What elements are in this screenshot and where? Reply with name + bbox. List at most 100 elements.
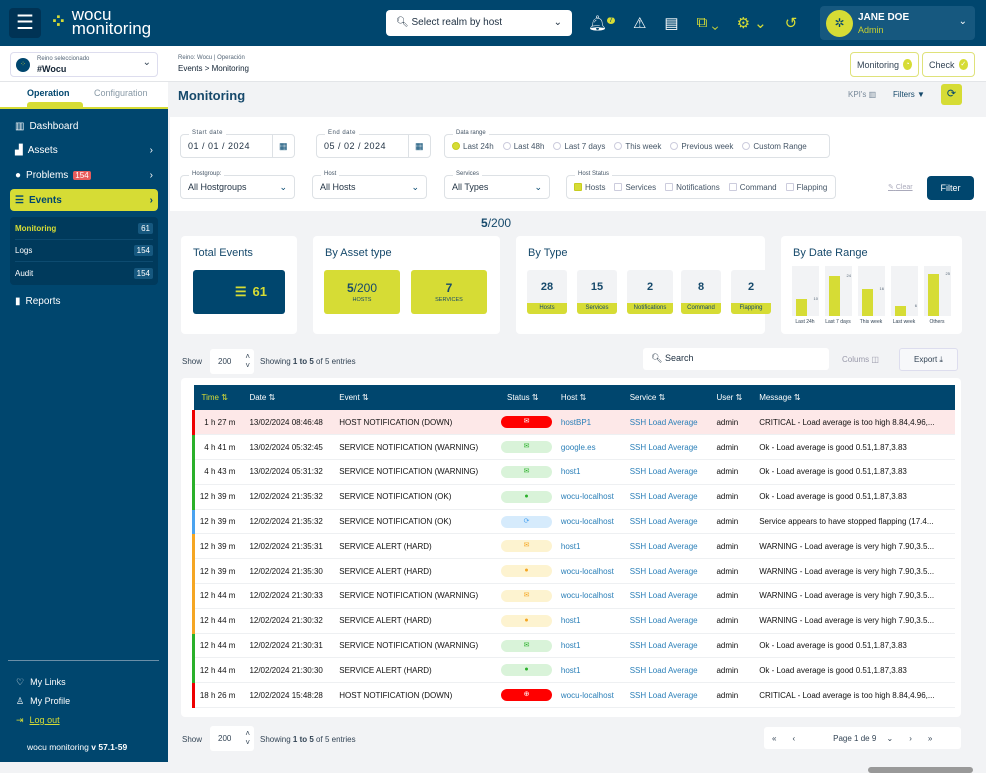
checkbox[interactable]: [574, 183, 582, 191]
column-header-event[interactable]: Event ⇅: [339, 385, 497, 410]
page-size-stepper-bottom[interactable]: 200 ˄ ˅: [210, 726, 254, 751]
cell-service-link[interactable]: SSH Load Average: [629, 410, 717, 436]
realm-search-select[interactable]: 🔍︎ Select realm by host ⌄: [386, 10, 572, 36]
cell-host-link[interactable]: host1: [560, 633, 630, 659]
search-input[interactable]: 🔍︎ Search: [643, 348, 829, 370]
cell-service-link[interactable]: SSH Load Average: [629, 484, 717, 510]
calendar-icon[interactable]: ▦: [272, 135, 294, 157]
filters-toggle[interactable]: Filters ▼: [893, 90, 925, 99]
cell-host-link[interactable]: google.es: [560, 434, 630, 461]
submenu-audit[interactable]: Audit 154: [15, 262, 153, 284]
total-events-value-box[interactable]: ☰ 61: [193, 270, 285, 314]
hosts-box[interactable]: 5/200 HOSTS: [324, 270, 400, 314]
status-option[interactable]: Services: [614, 183, 656, 192]
warning-icon[interactable]: ⚠: [632, 15, 647, 32]
cell-host-link[interactable]: wocu-localhost: [560, 558, 630, 585]
hostgroup-select[interactable]: Hostgroup: All Hostgroups ⌄: [180, 171, 295, 199]
table-row[interactable]: 12 h 44 m 12/02/2024 21:30:33 SERVICE NO…: [192, 583, 955, 609]
range-option[interactable]: Custom Range: [742, 142, 807, 151]
date-range-bar[interactable]: [829, 276, 840, 316]
bell-icon[interactable]: 🔔︎ 7: [588, 15, 615, 32]
export-button[interactable]: Export ⤓: [899, 348, 958, 371]
status-option[interactable]: Flapping: [785, 183, 827, 192]
sidebar-item-dashboard[interactable]: ▥ Dashboard: [10, 115, 158, 137]
column-header-message[interactable]: Message ⇅: [759, 385, 955, 410]
range-option[interactable]: Last 7 days: [553, 142, 605, 151]
cell-service-link[interactable]: SSH Load Average: [629, 533, 717, 560]
gears-icon[interactable]: ⚙ ⌄: [736, 15, 767, 32]
cell-service-link[interactable]: SSH Load Average: [629, 509, 717, 535]
cell-host-link[interactable]: wocu-localhost: [560, 583, 630, 609]
radio-button[interactable]: [670, 142, 679, 150]
checkbox[interactable]: [665, 183, 674, 191]
prev-page-button[interactable]: ‹: [792, 733, 796, 743]
status-option[interactable]: Notifications: [665, 183, 720, 192]
realm-selector[interactable]: ⁘ Reino seleccionado #Wocu ⌄: [10, 52, 158, 77]
check-button[interactable]: Check ✓: [922, 52, 975, 77]
filter-button[interactable]: Filter: [927, 176, 974, 200]
menu-button[interactable]: ☰: [9, 8, 41, 38]
radio-button[interactable]: [502, 142, 511, 150]
cell-host-link[interactable]: host1: [560, 608, 630, 634]
submenu-logs[interactable]: Logs 154: [15, 240, 153, 262]
table-row[interactable]: 12 h 44 m 12/02/2024 21:30:31 SERVICE NO…: [192, 633, 955, 659]
calendar-icon[interactable]: ▦: [408, 135, 430, 157]
sidebar-item-events[interactable]: ☰ Events ›: [10, 189, 158, 211]
date-range-bar[interactable]: [895, 306, 906, 316]
type-box[interactable]: 28 Hosts: [527, 270, 567, 314]
table-row[interactable]: 4 h 43 m 13/02/2024 05:31:32 SERVICE NOT…: [192, 459, 955, 485]
next-page-button[interactable]: ›: [909, 733, 912, 743]
monitoring-button[interactable]: Monitoring ◔: [850, 52, 919, 77]
cell-service-link[interactable]: SSH Load Average: [629, 459, 717, 485]
status-option[interactable]: Command: [728, 183, 777, 192]
cell-host-link[interactable]: host1: [560, 657, 630, 684]
tab-configuration[interactable]: Configuration: [94, 88, 148, 98]
range-option[interactable]: Last 48h: [502, 142, 544, 151]
checkbox[interactable]: [614, 183, 623, 191]
first-page-button[interactable]: «: [772, 733, 777, 743]
type-box[interactable]: 2 Notifications: [627, 270, 673, 314]
cell-host-link[interactable]: wocu-localhost: [560, 484, 630, 510]
sidebar-item-problems[interactable]: ● Problems 154 ›: [10, 164, 158, 186]
table-row[interactable]: 12 h 44 m 12/02/2024 21:30:32 SERVICE AL…: [192, 608, 955, 634]
table-row[interactable]: 4 h 41 m 13/02/2024 05:32:45 SERVICE NOT…: [192, 434, 955, 461]
host-select[interactable]: Host All Hosts ⌄: [312, 171, 427, 199]
cell-service-link[interactable]: SSH Load Average: [629, 558, 717, 585]
date-range-bar[interactable]: [862, 289, 873, 316]
table-row[interactable]: 18 h 26 m 12/02/2024 15:48:28 HOST NOTIF…: [192, 682, 955, 709]
column-header-status[interactable]: Status ⇅: [497, 385, 561, 410]
column-header-date[interactable]: Date ⇅: [249, 385, 340, 410]
cell-service-link[interactable]: SSH Load Average: [629, 583, 717, 609]
cell-service-link[interactable]: SSH Load Average: [629, 657, 717, 684]
type-box[interactable]: 15 Services: [577, 270, 617, 314]
stepper-arrows-icon[interactable]: ˄ ˅: [245, 352, 250, 370]
column-header-user[interactable]: User ⇅: [716, 385, 760, 410]
sidebar-item-reports[interactable]: ▮ Reports: [10, 290, 158, 312]
page-size-stepper[interactable]: 200 ˄ ˅: [210, 349, 254, 374]
table-row[interactable]: 12 h 39 m 12/02/2024 21:35:31 SERVICE AL…: [192, 533, 955, 560]
column-header-host[interactable]: Host ⇅: [560, 385, 630, 410]
column-header-time[interactable]: Time ⇅: [193, 385, 250, 410]
my-links-link[interactable]: ♡ My Links: [16, 677, 66, 688]
radio-button[interactable]: [452, 142, 460, 150]
cell-host-link[interactable]: host1: [560, 459, 630, 485]
start-date-field[interactable]: Start date 01 / 01 / 2024 ▦: [180, 130, 295, 158]
radio-button[interactable]: [614, 142, 623, 150]
table-row[interactable]: 12 h 39 m 12/02/2024 21:35:32 SERVICE NO…: [192, 484, 955, 510]
column-header-service[interactable]: Service ⇅: [629, 385, 717, 410]
cell-host-link[interactable]: hostBP1: [560, 410, 630, 436]
services-select[interactable]: Services All Types ⌄: [444, 171, 550, 199]
cell-host-link[interactable]: wocu-localhost: [560, 682, 630, 709]
range-option[interactable]: Last 24h: [452, 142, 494, 151]
table-row[interactable]: 12 h 39 m 12/02/2024 21:35:30 SERVICE AL…: [192, 558, 955, 585]
table-row[interactable]: 1 h 27 m 13/02/2024 08:46:48 HOST NOTIFI…: [192, 410, 955, 436]
cell-host-link[interactable]: host1: [560, 533, 630, 560]
checkbox[interactable]: [728, 183, 737, 191]
book-icon[interactable]: ▤: [664, 15, 679, 32]
cell-host-link[interactable]: wocu-localhost: [560, 509, 630, 535]
services-box[interactable]: 7 SERVICES: [411, 270, 487, 314]
end-date-field[interactable]: End date 05 / 02 / 2024 ▦: [316, 130, 431, 158]
stepper-arrows-icon[interactable]: ˄ ˅: [245, 729, 250, 747]
range-option[interactable]: This week: [614, 142, 661, 151]
sidebar-item-assets[interactable]: ▟ Assets ›: [10, 139, 158, 161]
